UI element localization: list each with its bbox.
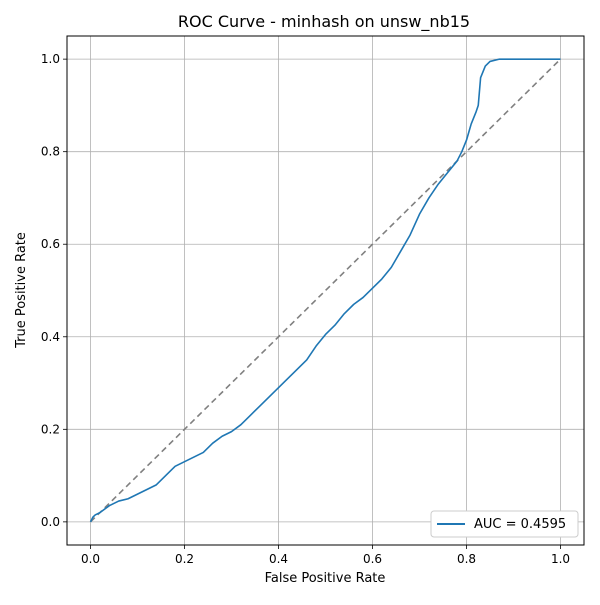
x-axis-ticks: 0.0 0.2 0.4 0.6 0.8 1.0 [81,545,570,566]
x-tick-label: 0.6 [363,552,382,566]
y-axis-label: True Positive Rate [14,232,29,349]
y-tick-label: 0.8 [41,145,60,159]
y-tick-label: 0.2 [41,422,60,436]
grid [67,36,584,545]
x-axis-label: False Positive Rate [265,571,386,586]
legend: AUC = 0.4595 [430,510,579,538]
y-tick-label: 1.0 [41,52,60,66]
y-tick-label: 0.4 [41,330,60,344]
x-tick-label: 0.4 [269,552,288,566]
x-tick-label: 0.0 [81,552,100,566]
roc-curve-line [89,58,561,523]
y-axis-ticks: 0.0 0.2 0.4 0.6 0.8 1.0 [41,52,67,529]
legend-box [430,510,579,538]
legend-label: AUC = 0.4595 [474,517,566,532]
x-tick-label: 0.2 [175,552,194,566]
y-tick-label: 0.0 [41,515,60,529]
y-tick-label: 0.6 [41,237,60,251]
x-tick-label: 1.0 [551,552,570,566]
series-layer [89,58,562,523]
x-tick-label: 0.8 [457,552,476,566]
chart-title: ROC Curve - minhash on unsw_nb15 [178,12,470,32]
plot-frame [66,35,585,546]
